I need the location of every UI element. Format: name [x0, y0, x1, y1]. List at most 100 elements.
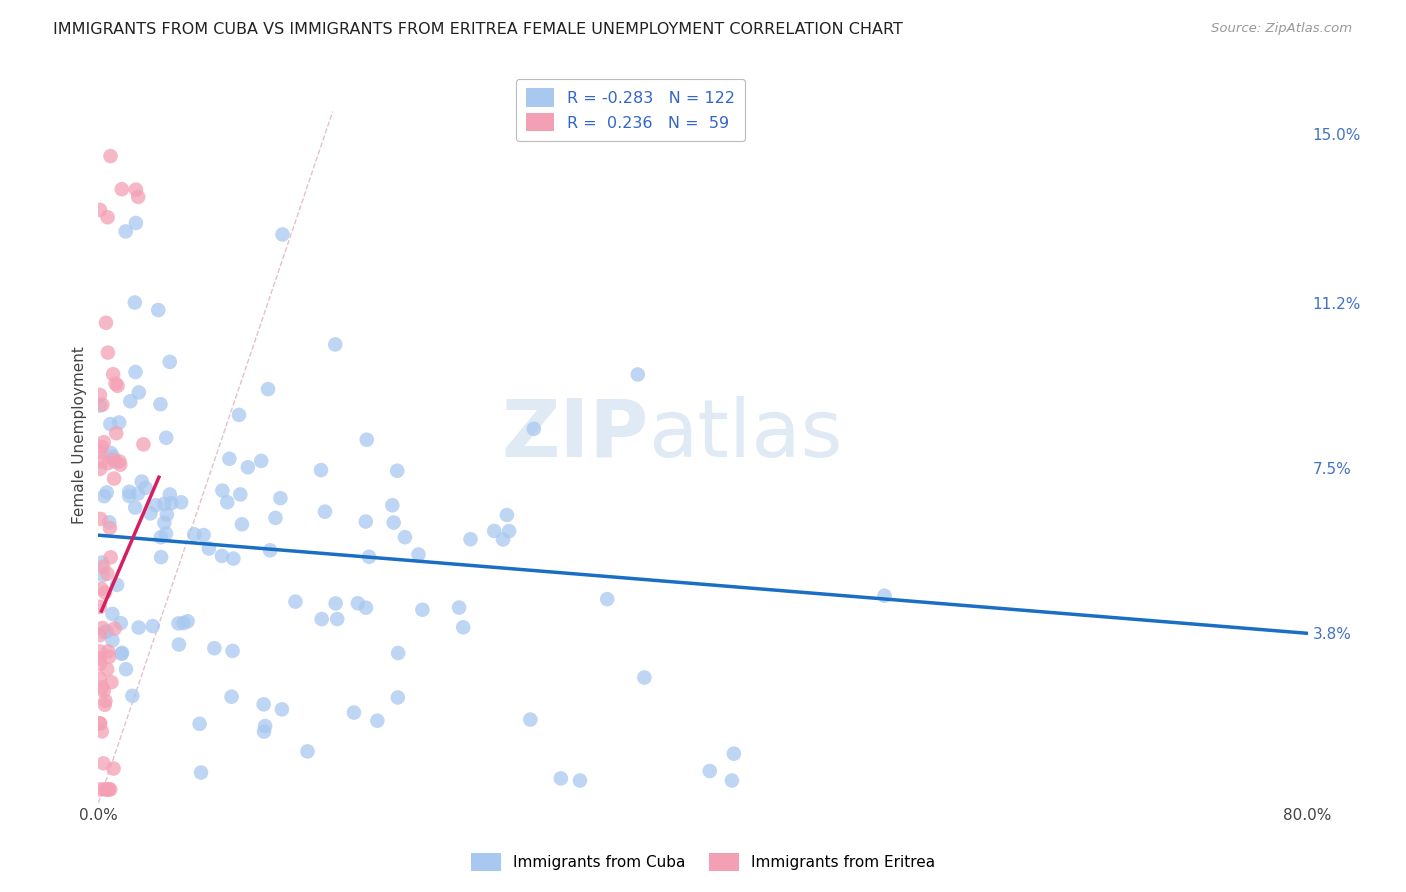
Point: [104, 622, 127, 636]
Point: [357, 549, 380, 564]
Point: [103, 762, 125, 776]
Point: [111, 182, 134, 196]
Point: [104, 376, 127, 391]
Point: [94, 694, 117, 708]
Point: [176, 615, 198, 629]
Point: [100, 446, 122, 460]
Point: [381, 498, 404, 512]
Point: [107, 379, 129, 393]
Y-axis label: Female Unemployment: Female Unemployment: [72, 346, 87, 524]
Point: [492, 533, 515, 547]
Point: [155, 431, 177, 445]
Point: [188, 716, 211, 731]
Point: [108, 454, 131, 468]
Point: [523, 422, 546, 436]
Point: [89, 628, 111, 642]
Point: [89, 399, 111, 413]
Point: [93, 782, 115, 797]
Point: [110, 458, 132, 472]
Point: [91, 398, 114, 412]
Point: [211, 483, 233, 498]
Point: [366, 714, 388, 728]
Point: [110, 616, 132, 631]
Point: [221, 690, 243, 704]
Point: [142, 619, 165, 633]
Point: [97, 782, 120, 797]
Point: [89, 782, 111, 797]
Point: [149, 397, 172, 411]
Point: [387, 464, 409, 478]
Point: [323, 337, 346, 351]
Point: [135, 481, 157, 495]
Point: [193, 528, 215, 542]
Point: [253, 724, 276, 739]
Point: [250, 454, 273, 468]
Point: [150, 550, 173, 565]
Point: [114, 224, 136, 238]
Point: [387, 690, 409, 705]
Point: [91, 560, 114, 574]
Point: [98, 649, 121, 664]
Point: [167, 616, 190, 631]
Legend: R = -0.283   N = 122, R =  0.236   N =  59: R = -0.283 N = 122, R = 0.236 N = 59: [516, 78, 745, 141]
Point: [90, 724, 112, 739]
Point: [98, 516, 121, 530]
Point: [94, 625, 117, 640]
Point: [89, 657, 111, 671]
Point: [104, 455, 127, 469]
Point: [387, 646, 409, 660]
Point: [550, 772, 572, 786]
Point: [271, 227, 294, 242]
Point: [519, 713, 541, 727]
Point: [93, 435, 115, 450]
Point: [98, 782, 121, 797]
Point: [699, 764, 721, 778]
Point: [89, 672, 111, 686]
Point: [90, 582, 112, 596]
Point: [101, 452, 124, 467]
Point: [108, 416, 131, 430]
Point: [94, 698, 117, 712]
Point: [97, 456, 120, 470]
Point: [96, 782, 118, 797]
Point: [100, 675, 122, 690]
Point: [484, 524, 506, 538]
Point: [394, 530, 416, 544]
Point: [202, 641, 225, 656]
Point: [89, 716, 111, 731]
Point: [347, 596, 370, 610]
Point: [271, 702, 294, 716]
Point: [89, 202, 111, 217]
Point: [155, 526, 177, 541]
Point: [873, 589, 896, 603]
Text: ZIP: ZIP: [502, 396, 648, 474]
Point: [309, 463, 332, 477]
Point: [128, 385, 150, 400]
Point: [257, 382, 280, 396]
Point: [269, 491, 291, 505]
Point: [103, 472, 125, 486]
Point: [408, 548, 430, 562]
Point: [96, 485, 118, 500]
Point: [90, 440, 112, 454]
Point: [94, 316, 117, 330]
Point: [96, 566, 118, 581]
Point: [93, 684, 115, 698]
Point: [228, 408, 250, 422]
Point: [93, 756, 115, 771]
Point: [96, 662, 118, 676]
Point: [354, 600, 377, 615]
Point: [153, 516, 176, 530]
Point: [91, 681, 114, 695]
Point: [159, 355, 181, 369]
Point: [101, 633, 124, 648]
Point: [723, 747, 745, 761]
Point: [218, 451, 240, 466]
Point: [356, 433, 378, 447]
Point: [94, 585, 117, 599]
Point: [101, 450, 124, 464]
Point: [236, 460, 259, 475]
Point: [721, 773, 744, 788]
Point: [100, 149, 122, 163]
Point: [183, 527, 205, 541]
